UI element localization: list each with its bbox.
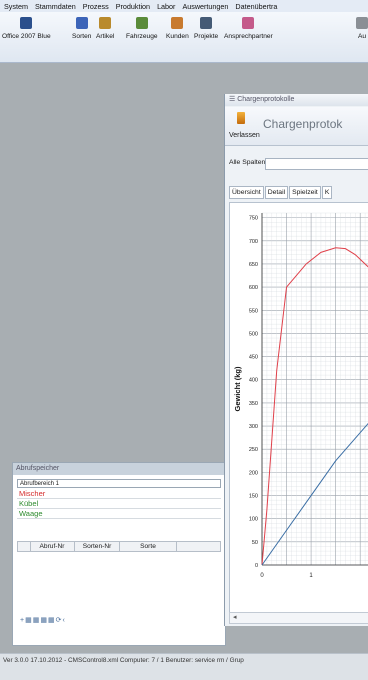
- menu-item-0[interactable]: System: [4, 2, 28, 11]
- tab-spielzeit[interactable]: Spielzeit: [289, 186, 321, 199]
- y-tick-label: 400: [249, 378, 258, 384]
- toolbar-label: Office 2007 Blue: [2, 33, 51, 40]
- tab-uebersicht[interactable]: Übersicht: [229, 186, 264, 199]
- y-tick-label: 600: [249, 285, 258, 291]
- window-title: Chargenprotokolle: [237, 96, 295, 103]
- nav-left-icon[interactable]: ‹: [62, 617, 66, 624]
- window-ribbon: Verlassen Chargenprotok: [225, 107, 368, 146]
- y-tick-label: 250: [249, 447, 258, 453]
- exit-door-icon[interactable]: [237, 112, 245, 124]
- window-icon: ☰: [229, 96, 236, 103]
- weight-chart: 0 50 100 150 200 250 300 350 400 450 500 550 600 650 7…: [233, 212, 368, 579]
- legend-waage: Waage: [19, 509, 43, 518]
- y-tick-label: 50: [252, 540, 258, 546]
- y-tick-label: 450: [249, 355, 258, 361]
- toolbar-label: Artikel: [96, 33, 115, 40]
- chargenprotokolle-window: ☰ Chargenprotokolle Verlassen Chargenpro…: [224, 94, 368, 626]
- y-tick-label: 700: [249, 239, 258, 245]
- window-heading: Chargenprotok: [263, 117, 343, 131]
- column-header-abruf-nr[interactable]: Abruf-Nr: [30, 542, 75, 551]
- menu-item-4[interactable]: Labor: [157, 2, 176, 11]
- x-tick-label: 1: [309, 573, 313, 579]
- menu-item-6[interactable]: Datenübertra: [235, 2, 278, 11]
- toolbar-label: Sorten: [72, 33, 92, 40]
- menu-item-1[interactable]: Stammdaten: [34, 2, 76, 11]
- filter-bar: Alle Spalten -: [227, 156, 368, 170]
- table-header: Abruf-Nr Sorten-Nr Sorte: [17, 541, 221, 552]
- series-line-0: [261, 247, 368, 566]
- floppy-disk-icon: [20, 17, 33, 29]
- grid-icon-3[interactable]: ▦: [40, 617, 48, 624]
- toolbar-label: Kunden: [166, 33, 189, 40]
- toolbar-button-3[interactable]: Fahrzeuge: [126, 17, 158, 40]
- toolbar-button-2[interactable]: Artikel: [96, 17, 114, 40]
- contacts-icon: [242, 17, 255, 29]
- toolbar-label: Projekte: [194, 33, 219, 40]
- y-tick-label: 300: [249, 424, 258, 430]
- series-line-1: [261, 422, 368, 566]
- abrufspeicher-title: Abrufspeicher: [13, 463, 225, 475]
- column-header-sorte[interactable]: Sorte: [120, 542, 177, 551]
- toolbar-button-1[interactable]: Sorten: [72, 17, 91, 40]
- status-text: Ver 3.0.0 17.10.2012 - CMSControl8.xml C…: [3, 657, 244, 664]
- toolbar-button-4[interactable]: Kunden: [166, 17, 189, 40]
- toolbar-label: Ansprechpartner: [224, 33, 273, 40]
- column-header-sorten-nr[interactable]: Sorten-Nr: [75, 542, 120, 551]
- window-title-bar: ☰ Chargenprotokolle: [225, 94, 368, 106]
- chart-area: 0 50 100 150 200 250 300 350 400 450 500 550 600 650 7…: [229, 202, 368, 614]
- y-tick-label: 0: [255, 563, 258, 569]
- customers-icon: [171, 17, 184, 29]
- more-icon: [356, 17, 368, 29]
- toolbar-button-0[interactable]: Office 2007 Blue: [2, 17, 51, 40]
- sorten-icon: [75, 17, 88, 29]
- scroll-left-icon[interactable]: ◂: [233, 614, 237, 621]
- menu-bar: System Stammdaten Prozess Produktion Labor Au…: [0, 0, 368, 12]
- y-tick-label: 100: [249, 517, 258, 523]
- grid-icon-2[interactable]: ▦: [32, 617, 41, 624]
- row-divider: [17, 518, 221, 519]
- row-selector-header: [18, 542, 31, 551]
- y-tick-label: 200: [249, 470, 258, 476]
- row-divider: [17, 508, 221, 509]
- add-icon[interactable]: +: [20, 617, 26, 624]
- row-divider: [17, 498, 221, 499]
- y-axis-label: Gewicht (kg): [233, 366, 242, 412]
- toolbar-label: Fahrzeuge: [126, 33, 158, 40]
- toolbar-label: Au: [357, 33, 367, 40]
- x-tick-label: 0: [260, 573, 264, 579]
- abrufspeicher-panel: Abrufspeicher Abrufbereich 1 Mischer Küb…: [12, 462, 226, 646]
- y-tick-label: 650: [249, 262, 258, 268]
- artikel-icon: [99, 17, 112, 29]
- y-tick-label: 750: [249, 216, 258, 222]
- legend-kuebel: Kübel: [19, 499, 39, 508]
- projects-icon: [200, 17, 213, 29]
- y-tick-label: 500: [249, 331, 258, 337]
- menu-item-3[interactable]: Produktion: [115, 2, 151, 11]
- tab-more[interactable]: K: [321, 186, 333, 199]
- truck-icon: [135, 17, 148, 29]
- horizontal-scrollbar[interactable]: ◂: [229, 612, 368, 624]
- tab-detail[interactable]: Detail: [264, 186, 289, 199]
- y-tick-label: 150: [249, 494, 258, 500]
- y-tick-label: 350: [249, 401, 258, 407]
- abrufbereich-select[interactable]: Abrufbereich 1: [17, 479, 221, 488]
- status-bar: Ver 3.0.0 17.10.2012 - CMSControl8.xml C…: [0, 653, 368, 680]
- grid-icon-4[interactable]: ▦: [47, 617, 56, 624]
- tab-strip: Übersicht Detail Spielzeit K: [229, 186, 333, 199]
- verlassen-button[interactable]: Verlassen: [229, 132, 260, 139]
- toolbar-button-7[interactable]: Au: [356, 17, 368, 40]
- toolbar: Office 2007 Blue Sorten Artikel Fahrzeuge Ku…: [0, 12, 368, 63]
- toolbar-button-6[interactable]: Ansprechpartner: [224, 17, 273, 40]
- filter-input[interactable]: [265, 158, 368, 170]
- menu-item-5[interactable]: Auswertungen: [182, 2, 229, 11]
- refresh-icon[interactable]: ⟳: [55, 617, 63, 624]
- abruf-toolbar: +▦▦▦▦⟳‹: [20, 616, 66, 624]
- legend-mischer: Mischer: [19, 489, 46, 498]
- y-tick-label: 550: [249, 308, 258, 314]
- filter-columns-dropdown[interactable]: Alle Spalten -: [229, 159, 270, 166]
- toolbar-button-5[interactable]: Projekte: [194, 17, 218, 40]
- menu-item-2[interactable]: Prozess: [82, 2, 109, 11]
- grid-icon-1[interactable]: ▦: [25, 617, 33, 624]
